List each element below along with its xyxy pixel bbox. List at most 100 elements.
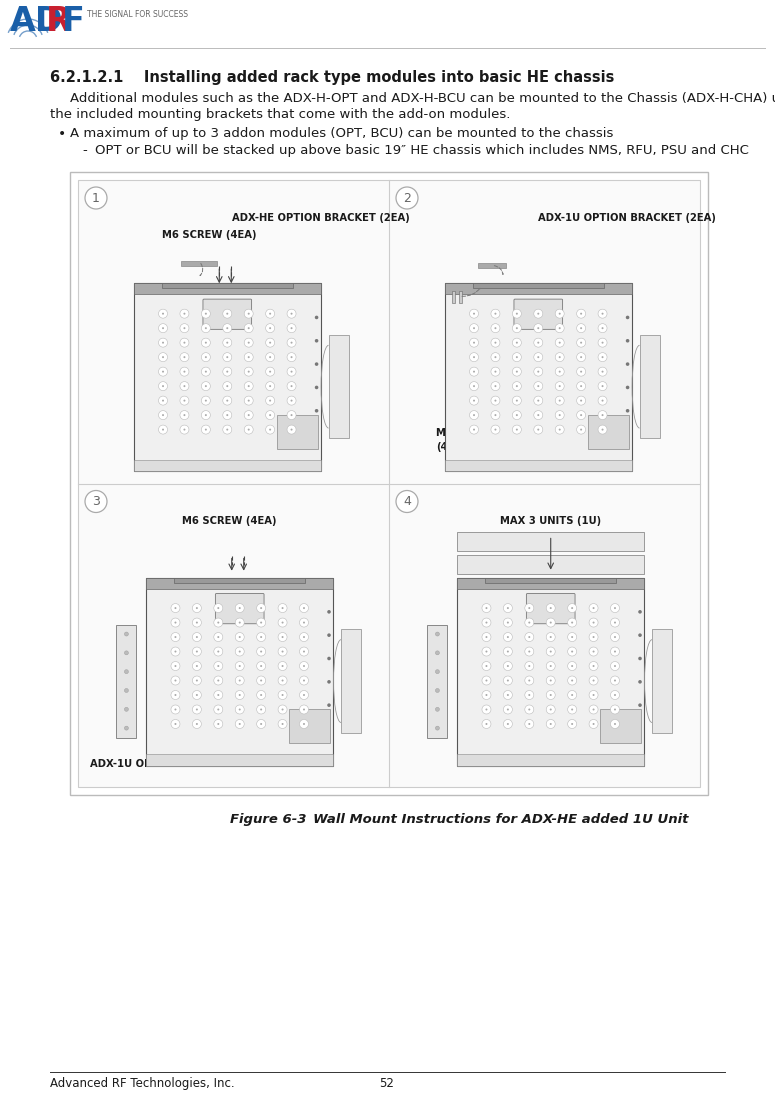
Circle shape <box>512 353 522 362</box>
Circle shape <box>482 704 491 714</box>
Circle shape <box>287 353 296 362</box>
Circle shape <box>315 315 319 319</box>
Circle shape <box>239 709 241 710</box>
Circle shape <box>516 356 518 358</box>
Circle shape <box>162 385 164 387</box>
Bar <box>134 284 321 295</box>
Circle shape <box>593 693 594 696</box>
Bar <box>181 262 217 266</box>
Circle shape <box>214 704 222 714</box>
Circle shape <box>299 704 308 714</box>
Circle shape <box>549 723 552 725</box>
Circle shape <box>281 709 284 710</box>
Circle shape <box>546 690 555 699</box>
Circle shape <box>184 385 185 387</box>
Circle shape <box>85 187 107 209</box>
Circle shape <box>269 385 271 387</box>
Circle shape <box>205 342 207 344</box>
Circle shape <box>303 693 305 696</box>
Circle shape <box>184 356 185 358</box>
Circle shape <box>436 632 439 636</box>
Circle shape <box>162 370 164 373</box>
Circle shape <box>436 669 439 674</box>
Circle shape <box>202 411 210 420</box>
Circle shape <box>580 356 582 358</box>
Circle shape <box>580 385 582 387</box>
Circle shape <box>192 704 202 714</box>
Circle shape <box>281 723 284 725</box>
Circle shape <box>614 723 616 725</box>
Circle shape <box>248 400 250 401</box>
Circle shape <box>260 723 262 725</box>
Circle shape <box>598 353 607 362</box>
Circle shape <box>174 665 177 667</box>
Circle shape <box>482 603 491 612</box>
Circle shape <box>260 665 262 667</box>
Bar <box>116 624 136 737</box>
Circle shape <box>196 709 198 710</box>
Circle shape <box>482 633 491 642</box>
Circle shape <box>485 709 487 710</box>
Bar <box>329 335 349 439</box>
Circle shape <box>470 338 478 347</box>
Text: ADX-1U OPTION UNIT: ADX-1U OPTION UNIT <box>90 759 209 769</box>
Circle shape <box>546 647 555 656</box>
Circle shape <box>327 703 331 707</box>
FancyBboxPatch shape <box>215 593 264 624</box>
Bar <box>277 415 318 448</box>
Circle shape <box>180 338 189 347</box>
Circle shape <box>222 367 232 376</box>
Bar <box>600 709 641 743</box>
Circle shape <box>202 353 210 362</box>
Circle shape <box>239 622 241 623</box>
Circle shape <box>494 385 497 387</box>
FancyBboxPatch shape <box>203 299 252 330</box>
Circle shape <box>287 338 296 347</box>
Circle shape <box>580 400 582 401</box>
Circle shape <box>482 690 491 699</box>
Bar <box>457 755 644 766</box>
Circle shape <box>537 400 539 401</box>
Circle shape <box>85 490 107 512</box>
Circle shape <box>226 414 229 417</box>
Circle shape <box>639 680 642 684</box>
Circle shape <box>239 607 241 609</box>
Circle shape <box>593 723 594 725</box>
Circle shape <box>239 723 241 725</box>
Circle shape <box>299 662 308 670</box>
Circle shape <box>180 396 189 406</box>
Circle shape <box>485 665 487 667</box>
Circle shape <box>534 425 542 434</box>
Circle shape <box>287 425 296 434</box>
Circle shape <box>217 665 219 667</box>
Circle shape <box>516 328 518 330</box>
Circle shape <box>494 414 497 417</box>
Circle shape <box>222 396 232 406</box>
Circle shape <box>537 342 539 344</box>
Circle shape <box>577 324 586 333</box>
Circle shape <box>196 607 198 609</box>
Circle shape <box>549 665 552 667</box>
Circle shape <box>299 647 308 656</box>
Text: 52: 52 <box>380 1077 394 1090</box>
Circle shape <box>559 328 560 330</box>
Circle shape <box>491 309 500 319</box>
Circle shape <box>174 693 177 696</box>
Text: OPT or BCU will be stacked up above basic 19″ HE chassis which includes NMS, RFU: OPT or BCU will be stacked up above basi… <box>95 144 749 157</box>
Circle shape <box>436 688 439 692</box>
Circle shape <box>485 622 487 623</box>
Circle shape <box>266 324 274 333</box>
Circle shape <box>559 356 560 358</box>
Bar <box>652 630 672 733</box>
Circle shape <box>593 622 594 623</box>
Circle shape <box>549 622 552 623</box>
Circle shape <box>205 356 207 358</box>
Text: Figure 6-3: Figure 6-3 <box>230 813 306 826</box>
Bar <box>428 624 447 737</box>
Circle shape <box>593 636 594 639</box>
Circle shape <box>512 425 522 434</box>
Circle shape <box>611 676 619 685</box>
Circle shape <box>162 400 164 401</box>
Circle shape <box>291 429 292 431</box>
Circle shape <box>287 324 296 333</box>
